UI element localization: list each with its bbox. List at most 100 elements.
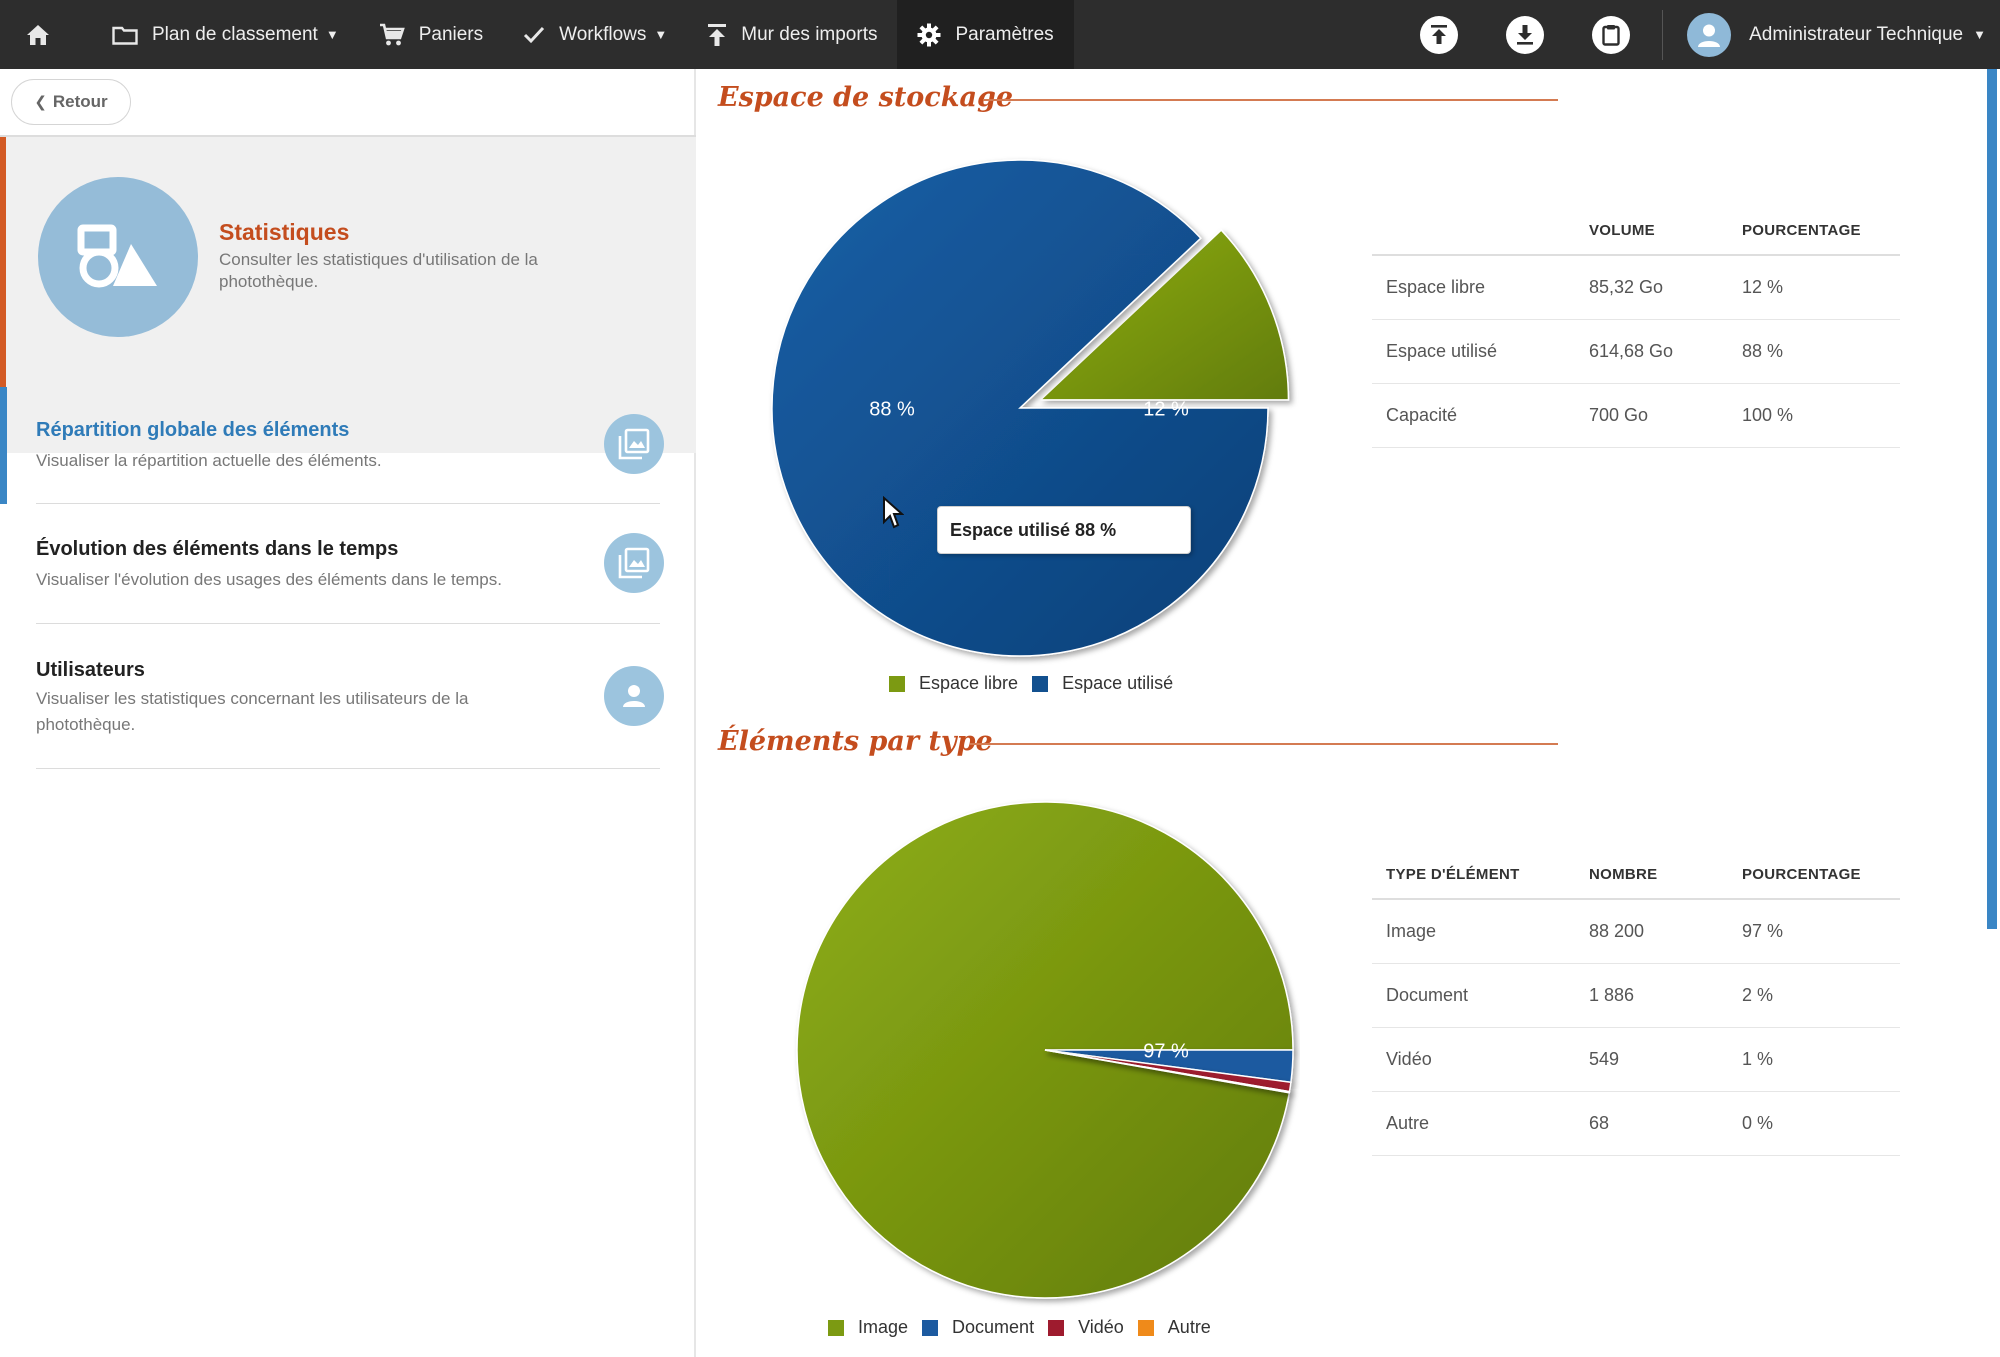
table-row: Autre 68 0 %: [1372, 1091, 1900, 1156]
table-cell: 97 %: [1742, 899, 1900, 964]
download-icon: [1517, 24, 1534, 45]
download-button[interactable]: [1506, 15, 1545, 54]
types-table: TYPE D'ÉLÉMENT NOMBRE POURCENTAGE Image …: [1372, 851, 1900, 1156]
table-cell: 549: [1589, 1027, 1742, 1092]
user-icon: [1698, 24, 1721, 47]
storage-table: VOLUME POURCENTAGE Espace libre 85,32 Go…: [1372, 207, 1900, 448]
storage-section-title: Espace de stockage: [718, 82, 1014, 113]
nav-label: Paramètres: [955, 23, 1054, 45]
types-pie-chart: 97 %: [796, 801, 1294, 1299]
separator: [1662, 9, 1664, 60]
data-label-espace-libre: 12 %: [1143, 398, 1189, 420]
nav-parametres[interactable]: Paramètres: [897, 0, 1074, 69]
column-header: [1372, 207, 1589, 256]
table-cell: 88 %: [1742, 319, 1900, 384]
avatar: [1687, 12, 1732, 57]
pie-slice-espace-libre[interactable]: [1038, 229, 1290, 401]
nav-plan-de-classement[interactable]: Plan de classement ▼: [92, 0, 359, 69]
divider: [36, 503, 660, 504]
legend-item-image[interactable]: Image: [828, 1317, 908, 1338]
top-navbar: Plan de classement ▼ Paniers Workflows ▼…: [0, 0, 2000, 69]
legend-label: Document: [952, 1317, 1035, 1337]
back-label: Retour: [52, 92, 108, 111]
statistics-header: Statistiques Consulter les statistiques …: [0, 137, 696, 453]
legend-item-document[interactable]: Document: [922, 1317, 1034, 1338]
sidebar-item-utilisateurs[interactable]: Utilisateurs Visualiser les statistiques…: [0, 624, 696, 769]
table-cell: 12 %: [1742, 255, 1900, 320]
sidebar-item-repartition[interactable]: Répartition globale des éléments Visuali…: [0, 387, 696, 504]
chevron-down-icon: ▼: [325, 27, 339, 42]
section-rule: [983, 99, 1558, 101]
legend-swatch: [922, 1319, 939, 1336]
legend-swatch: [1032, 675, 1049, 692]
table-row: Image 88 200 97 %: [1372, 899, 1900, 964]
table-cell: 88 200: [1589, 899, 1742, 964]
table-cell: 1 886: [1589, 963, 1742, 1028]
legend-label: Autre: [1167, 1317, 1211, 1337]
back-button[interactable]: ❮ Retour: [11, 79, 131, 125]
gear-icon: [917, 23, 941, 47]
check-icon: [523, 26, 545, 44]
table-row: Espace utilisé 614,68 Go 88 %: [1372, 319, 1900, 384]
section-rule: [970, 743, 1558, 745]
sidebar-item-description: Visualiser l'évolution des usages des él…: [36, 570, 502, 589]
table-cell: Document: [1372, 963, 1589, 1028]
clipboard-icon: [1602, 24, 1620, 46]
column-header: POURCENTAGE: [1742, 207, 1900, 256]
legend-item-espace-libre[interactable]: Espace libre: [889, 673, 1018, 694]
home-button[interactable]: [0, 0, 92, 69]
column-header: TYPE D'ÉLÉMENT: [1372, 851, 1589, 900]
chevron-down-icon: ▼: [654, 27, 668, 42]
sidebar-item-description: Visualiser la répartition actuelle des é…: [36, 451, 382, 470]
sidebar-item-title: Utilisateurs: [36, 659, 145, 681]
table-cell: 700 Go: [1589, 383, 1742, 448]
table-header-row: TYPE D'ÉLÉMENT NOMBRE POURCENTAGE: [1372, 851, 1900, 900]
data-label-image: 97 %: [1143, 1040, 1189, 1062]
legend-label: Vidéo: [1078, 1317, 1124, 1337]
table-cell: Image: [1372, 899, 1589, 964]
legend-item-video[interactable]: Vidéo: [1048, 1317, 1124, 1338]
column-header: POURCENTAGE: [1742, 851, 1900, 900]
table-cell: 85,32 Go: [1589, 255, 1742, 320]
upload-button[interactable]: [1420, 15, 1459, 54]
nav-workflows[interactable]: Workflows ▼: [503, 0, 687, 69]
chart-tooltip: Espace utilisé 88 %: [937, 506, 1191, 554]
pie-slice-autre[interactable]: [1044, 1049, 1291, 1094]
user-menu[interactable]: Administrateur Technique ▼: [1663, 0, 2000, 69]
legend-item-autre[interactable]: Autre: [1137, 1317, 1211, 1338]
pie-slice-espace-utilise[interactable]: [771, 159, 1269, 657]
legend-label: Espace utilisé: [1062, 673, 1174, 693]
legend-swatch: [889, 675, 905, 692]
nav-paniers[interactable]: Paniers: [359, 0, 503, 69]
data-label-espace-utilise: 88 %: [869, 398, 915, 420]
legend-swatch: [1137, 1319, 1154, 1336]
gallery-icon: [604, 414, 664, 474]
table-cell: Vidéo: [1372, 1027, 1589, 1092]
active-indicator: [0, 387, 7, 504]
statistics-icon: [38, 177, 198, 337]
nav-label: Paniers: [418, 23, 484, 45]
clipboard-button[interactable]: [1592, 15, 1631, 54]
table-row: Espace libre 85,32 Go 12 %: [1372, 255, 1900, 320]
table-cell: 2 %: [1742, 963, 1900, 1028]
chevron-left-icon: ❮: [34, 94, 47, 111]
legend-item-espace-utilise[interactable]: Espace utilisé: [1032, 673, 1173, 694]
scrollbar-thumb[interactable]: [1987, 69, 1997, 929]
table-row: Document 1 886 2 %: [1372, 963, 1900, 1028]
table-cell: 614,68 Go: [1589, 319, 1742, 384]
nav-label: Workflows: [559, 23, 647, 45]
user-name: Administrateur Technique: [1749, 23, 1964, 45]
home-icon: [26, 24, 50, 46]
storage-pie-chart: 12 % 88 %: [771, 159, 1290, 657]
nav-label: Mur des imports: [741, 23, 878, 45]
mouse-cursor-icon: [883, 496, 904, 529]
chevron-down-icon: ▼: [1973, 27, 1986, 42]
user-icon: [604, 666, 664, 726]
nav-mur-des-imports[interactable]: Mur des imports: [687, 0, 897, 69]
types-legend: Image Document Vidéo Autre: [828, 1317, 1225, 1338]
sidebar-item-evolution[interactable]: Évolution des éléments dans le temps Vis…: [0, 504, 696, 624]
table-row: Vidéo 549 1 %: [1372, 1027, 1900, 1092]
sidebar-item-description: Visualiser les statistiques concernant l…: [36, 689, 469, 734]
cart-icon: [379, 23, 405, 47]
legend-swatch: [828, 1319, 844, 1336]
